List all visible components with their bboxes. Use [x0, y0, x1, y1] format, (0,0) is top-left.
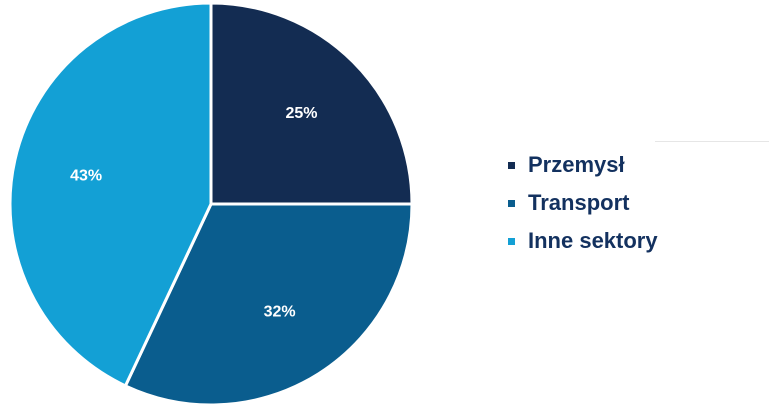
divider-line	[655, 141, 769, 142]
legend-item-inne-sektory: Inne sektory	[508, 222, 658, 260]
slice-label-3: 43%	[70, 168, 102, 185]
slice-label-2: 32%	[264, 304, 296, 321]
pie-chart: 25% 32% 43%	[8, 1, 414, 407]
legend: Przemysł Transport Inne sektory	[508, 146, 658, 260]
legend-label-przemysl: Przemysł	[528, 152, 625, 177]
legend-marker-inne-sektory	[508, 237, 515, 245]
pie-slice-2	[123, 202, 414, 407]
legend-item-transport: Transport	[508, 184, 658, 222]
legend-marker-transport	[508, 199, 515, 207]
legend-item-przemysl: Przemysł	[508, 146, 658, 184]
legend-marker-przemysl	[508, 161, 515, 169]
pie-slice-1	[209, 1, 414, 206]
slice-label-1: 25%	[285, 105, 317, 122]
legend-label-inne-sektory: Inne sektory	[528, 228, 658, 253]
pie-slice-3	[8, 1, 213, 388]
legend-label-transport: Transport	[528, 190, 630, 215]
